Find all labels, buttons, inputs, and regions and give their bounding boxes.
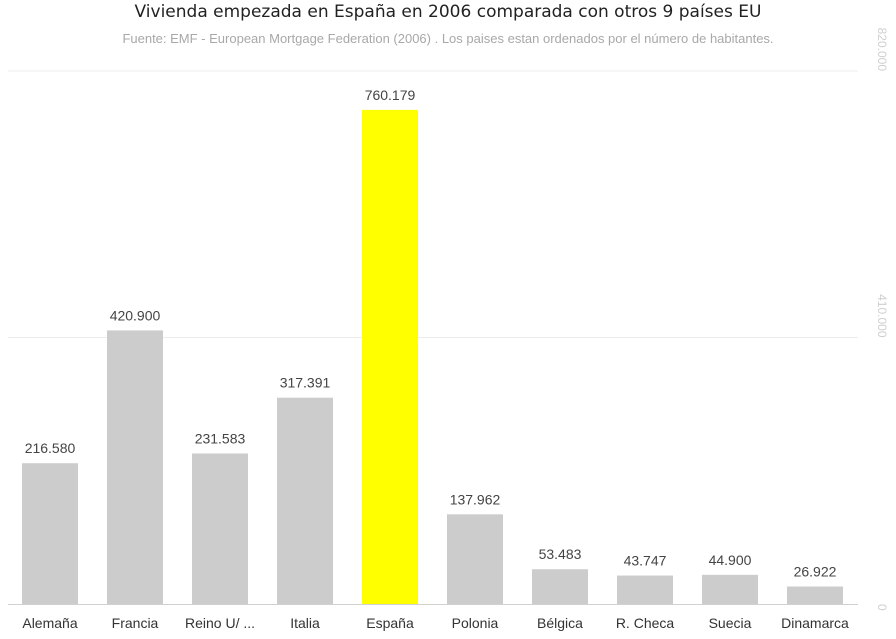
data-label: 137.962 [450,491,501,507]
data-label: 53.483 [539,546,582,562]
bar [107,330,163,604]
bar [787,586,843,604]
x-tick-label: Italia [290,615,320,631]
data-label: 43.747 [624,553,667,569]
data-label: 317.391 [280,375,331,391]
chart-title: Vivienda empezada en España en 2006 comp… [134,2,762,22]
data-label: 420.900 [110,307,161,323]
bar [702,574,758,604]
data-label: 760.179 [365,87,416,103]
x-tick-label: Bélgica [537,615,583,631]
chart-subtitle: Fuente: EMF - European Mortgage Federati… [122,31,774,46]
x-tick-label: Suecia [709,615,752,631]
y-tick-label: 0 [875,604,889,611]
data-label: 26.922 [794,564,837,580]
bar [277,397,333,604]
x-tick-label: Dinamarca [781,615,849,631]
x-tick-label: Reino U/ ... [185,615,255,631]
bar [447,514,503,604]
bar [362,109,418,604]
x-tick-label: Polonia [452,615,499,631]
x-tick-label: R. Checa [616,615,675,631]
bar [617,575,673,604]
x-tick-label: Alemaña [22,615,77,631]
bar [192,453,248,604]
x-tick-label: España [366,615,414,631]
x-tick-label: Francia [112,615,159,631]
data-label: 216.580 [25,440,76,456]
y-tick-label: 820.000 [875,28,889,72]
data-label: 231.583 [195,430,246,446]
y-tick-label: 410.000 [875,294,889,338]
data-label: 44.900 [709,552,752,568]
bar [22,463,78,604]
bar [532,569,588,604]
